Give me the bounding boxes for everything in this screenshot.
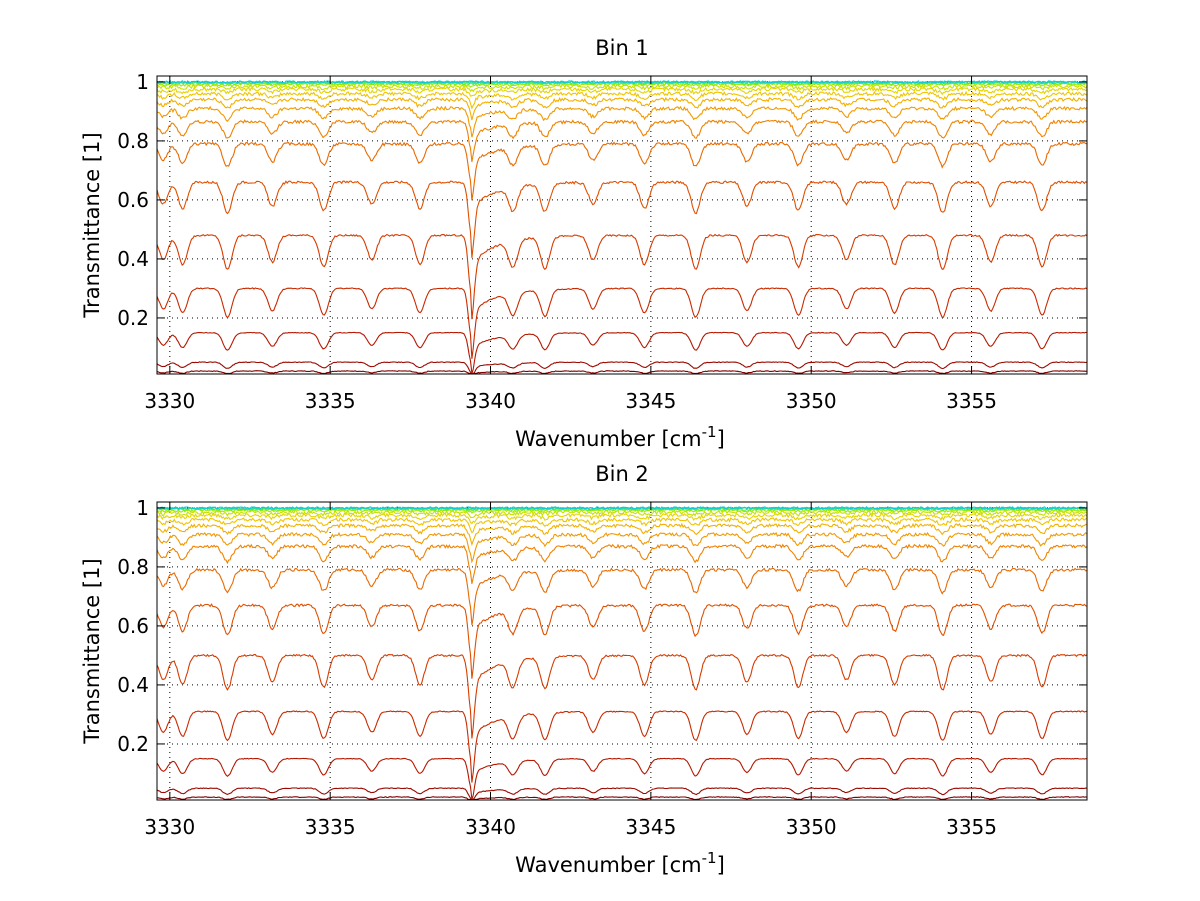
x-axis-label-sup: -1 <box>702 423 717 441</box>
y-tick-label: 0.6 <box>117 614 149 638</box>
axes-box <box>156 501 1088 801</box>
series-line <box>156 180 1088 258</box>
chart-title: Bin 2 <box>595 462 649 486</box>
series-line <box>156 80 1088 85</box>
y-axis-label: Transmittance [1] <box>80 132 104 318</box>
chart-title: Bin 1 <box>595 36 649 60</box>
x-tick-label: 3345 <box>625 389 676 413</box>
series-line <box>156 361 1088 374</box>
series-line <box>156 787 1088 800</box>
y-tick-label: 0.6 <box>117 188 149 212</box>
series-line <box>156 512 1088 525</box>
y-tick-label: 0.8 <box>117 555 149 579</box>
x-tick-label: 3335 <box>305 389 356 413</box>
x-axis-label-text: Wavenumber [cm <box>515 853 701 877</box>
x-axis-label-sup: -1 <box>702 849 717 867</box>
x-tick-label: 3330 <box>144 815 195 839</box>
x-axis-label-end: ] <box>717 427 725 451</box>
series-line <box>156 233 1088 320</box>
y-tick-label: 1 <box>136 70 149 94</box>
series-line <box>156 105 1088 138</box>
y-tick-label: 0.2 <box>117 306 149 330</box>
series-line <box>156 653 1088 739</box>
y-tick-label: 0.8 <box>117 129 149 153</box>
y-axis-label: Transmittance [1] <box>80 558 104 744</box>
y-tick-label: 0.4 <box>117 673 149 697</box>
x-axis-label-text: Wavenumber [cm <box>515 427 701 451</box>
series-line <box>156 543 1088 584</box>
y-tick-label: 0.4 <box>117 247 149 271</box>
x-tick-label: 3350 <box>786 815 837 839</box>
series-line <box>156 603 1088 679</box>
x-tick-label: 3355 <box>946 815 997 839</box>
x-axis-label: Wavenumber [cm-1] <box>515 423 725 451</box>
series-line <box>156 331 1088 374</box>
x-tick-label: 3335 <box>305 815 356 839</box>
x-axis-label: Wavenumber [cm-1] <box>515 849 725 877</box>
series-line <box>156 96 1088 121</box>
x-tick-label: 3355 <box>946 389 997 413</box>
series-line <box>156 119 1088 163</box>
series-line <box>156 567 1088 626</box>
y-tick-label: 0.2 <box>117 732 149 756</box>
series-line <box>156 522 1088 547</box>
series-line <box>156 287 1088 359</box>
plot-bin-2: Bin 2 3330 3335 3340 3345 3350 3355 0.2 0.4 0.6 0.… <box>80 462 1088 877</box>
series-line <box>156 141 1088 201</box>
series-line <box>156 86 1088 97</box>
series-line <box>156 757 1087 800</box>
x-tick-label: 3340 <box>465 389 516 413</box>
x-tick-label: 3345 <box>625 815 676 839</box>
series-line <box>156 796 1088 800</box>
series-line <box>156 516 1088 534</box>
axes-box <box>156 75 1088 375</box>
x-tick-label: 3350 <box>786 389 837 413</box>
series-line <box>156 505 1088 510</box>
plot-bin-1: Bin 1 3330 3335 3340 3345 3350 3355 0.2 0.4 0.6 0.… <box>80 36 1088 451</box>
series-line <box>156 710 1088 783</box>
y-tick-label: 1 <box>136 496 149 520</box>
series-line <box>156 531 1088 564</box>
x-tick-label: 3330 <box>144 389 195 413</box>
series-line <box>156 90 1088 110</box>
series-line <box>156 370 1088 374</box>
x-tick-label: 3340 <box>465 815 516 839</box>
series-line <box>156 79 1088 84</box>
x-axis-label-end: ] <box>717 853 725 877</box>
